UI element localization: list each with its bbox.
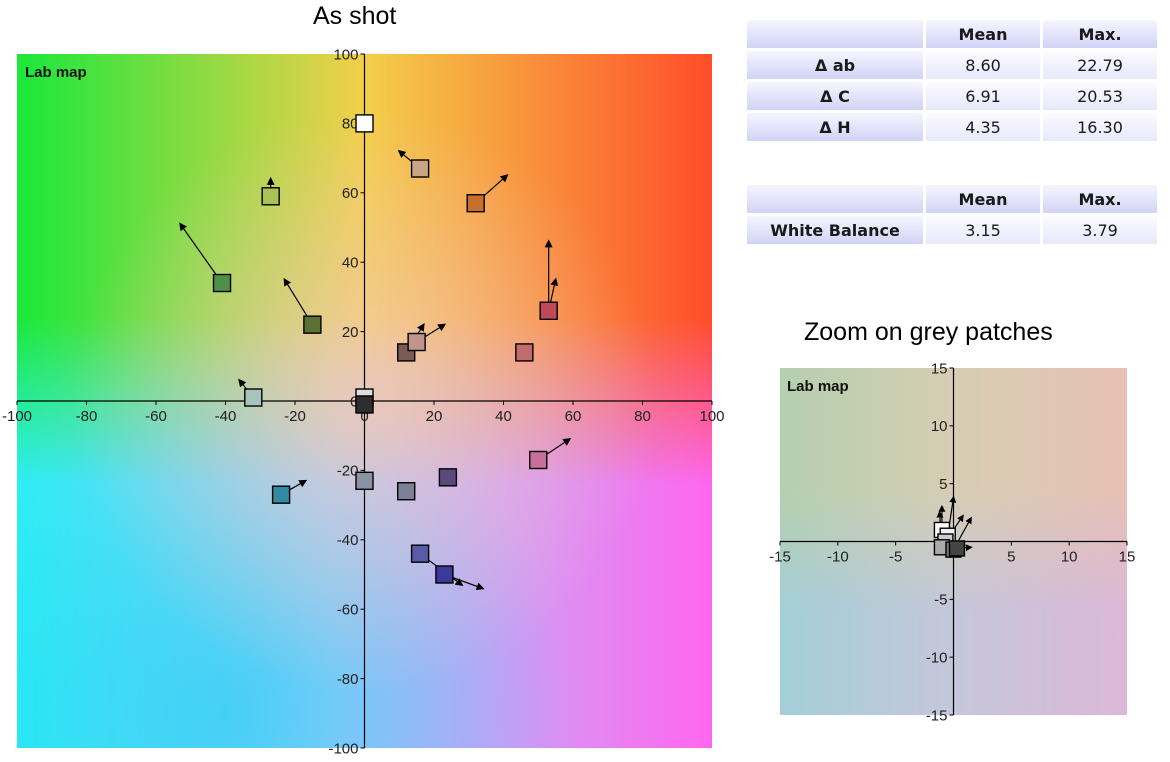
zoom-x-tick-label: 10 — [1061, 549, 1078, 566]
mean-value: 6.91 — [926, 82, 1040, 110]
main-x-tick-label: 80 — [634, 408, 651, 425]
wb-header-blank — [747, 185, 923, 213]
mean-value: 3.15 — [926, 216, 1040, 244]
table-row: White Balance 3.15 3.79 — [747, 216, 1157, 244]
main-y-tick-label: -60 — [337, 601, 359, 618]
zoom-y-tick-label: -5 — [934, 592, 947, 609]
main-x-tick-label: 0 — [360, 408, 368, 425]
main-x-tick-label: -60 — [145, 408, 167, 425]
main-x-tick-label: 60 — [565, 408, 582, 425]
wb-header-mean: Mean — [926, 185, 1040, 213]
main-patch-marker — [466, 194, 485, 213]
main-y-tick-label: -20 — [337, 463, 359, 480]
mean-value: 4.35 — [926, 113, 1040, 141]
row-label: Δ H — [747, 113, 923, 141]
main-patch-marker — [261, 187, 280, 206]
table-row: Δ H 4.35 16.30 — [747, 113, 1157, 141]
main-y-tick-label: -100 — [328, 740, 358, 757]
delta-table-header-row: Mean Max. — [747, 20, 1157, 48]
main-patch-marker — [438, 468, 458, 487]
zoom-data-points — [933, 495, 973, 558]
main-y-tick-label: 20 — [342, 324, 359, 341]
zoom-x-tick-label: -15 — [769, 549, 791, 566]
delta-header-max: Max. — [1043, 20, 1157, 48]
max-value: 3.79 — [1043, 216, 1157, 244]
zoom-y-tick-label: 5 — [939, 476, 947, 493]
main-error-arrow — [179, 222, 223, 284]
max-value: 22.79 — [1043, 51, 1157, 79]
main-data-points — [179, 114, 572, 591]
max-value: 20.53 — [1043, 82, 1157, 110]
zoom-x-tick-label: 5 — [1007, 549, 1015, 566]
main-plot-label: Lab map — [25, 64, 87, 81]
table-row: Δ C 6.91 20.53 — [747, 82, 1157, 110]
zoom-y-tick-label: 15 — [931, 360, 948, 377]
table-row: Δ ab 8.60 22.79 — [747, 51, 1157, 79]
main-x-tick-label: -40 — [215, 408, 237, 425]
wb-table-header-row: Mean Max. — [747, 185, 1157, 213]
main-x-tick-label: 40 — [495, 408, 512, 425]
mean-value: 8.60 — [926, 51, 1040, 79]
main-patch-marker — [271, 485, 291, 504]
main-patch-marker — [410, 159, 430, 178]
zoom-x-tick-label: -10 — [827, 549, 849, 566]
main-y-tick-label: 80 — [342, 116, 359, 133]
row-label: Δ C — [747, 82, 923, 110]
main-patch-marker — [407, 332, 426, 352]
white-balance-table: Mean Max. White Balance 3.15 3.79 — [744, 182, 1160, 247]
main-y-tick-label: 40 — [342, 254, 359, 271]
row-label: Δ ab — [747, 51, 923, 79]
zoom-y-tick-label: 10 — [931, 418, 948, 435]
main-patch-marker — [244, 388, 263, 407]
main-patch-marker — [303, 315, 322, 334]
main-x-tick-label: -80 — [76, 408, 98, 425]
main-axes: -100 -80 -60 -40 -20 0 20 40 60 80 100 -100 -80 -60 -4… — [2, 46, 725, 757]
max-value: 16.30 — [1043, 113, 1157, 141]
main-y-tick-label: 60 — [342, 185, 359, 202]
main-x-tick-label: 100 — [699, 408, 724, 425]
main-patch-marker — [212, 273, 232, 293]
main-y-tick-label: -40 — [337, 532, 359, 549]
main-patch-marker — [355, 114, 374, 133]
delta-stats-table: Mean Max. Δ ab 8.60 22.79 Δ C 6.91 20.53… — [744, 17, 1160, 144]
zoom-patch-marker — [948, 540, 966, 557]
zoom-y-tick-label: -15 — [926, 707, 948, 724]
main-patch-marker — [397, 482, 416, 501]
main-patch-marker — [529, 450, 548, 470]
main-y-tick-label: 100 — [333, 46, 358, 63]
delta-header-mean: Mean — [926, 20, 1040, 48]
main-x-tick-label: 20 — [426, 408, 443, 425]
zoom-plot-label: Lab map — [787, 378, 849, 395]
main-patch-marker — [355, 471, 374, 491]
delta-header-blank — [747, 20, 923, 48]
zoom-y-tick-label: -10 — [926, 649, 948, 666]
main-origin-label: 0 — [350, 393, 358, 410]
main-x-tick-label: -20 — [284, 408, 306, 425]
main-chart-title: As shot — [313, 2, 397, 30]
wb-header-max: Max. — [1043, 185, 1157, 213]
zoom-x-tick-label: -5 — [889, 549, 902, 566]
zoom-x-tick-label: 15 — [1119, 549, 1136, 566]
main-patch-marker — [435, 565, 454, 584]
main-patch-marker — [355, 395, 374, 414]
main-patch-marker — [410, 544, 430, 563]
main-patch-marker — [515, 343, 534, 362]
main-x-tick-label: -100 — [2, 408, 32, 425]
main-lab-chart: Lab map -100 -80 -60 -40 -20 0 20 40 60 80 100-100… — [2, 46, 725, 757]
main-patch-marker — [539, 301, 558, 320]
row-label: White Balance — [747, 216, 923, 244]
zoom-chart-title: Zoom on grey patches — [804, 318, 1053, 346]
main-y-tick-label: -80 — [337, 671, 359, 688]
